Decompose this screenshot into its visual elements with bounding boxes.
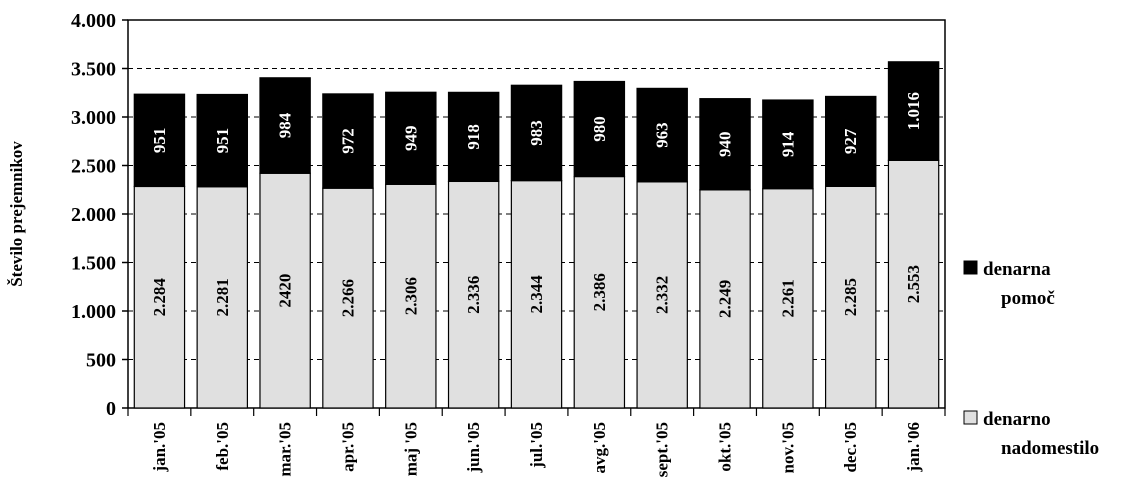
y-tick-label: 2.500: [71, 156, 116, 178]
data-label: 980: [590, 116, 609, 142]
data-label: 2.344: [527, 275, 546, 314]
data-label: 1.016: [904, 92, 923, 130]
bar-segment-denarno-nadomestilo: [762, 188, 814, 409]
x-tick-label: jan.'06: [904, 422, 923, 473]
bar-segment-denarna-pomoc: [385, 91, 437, 185]
x-tick-label: jun.'05: [464, 422, 483, 474]
bar-segment-denarno-nadomestilo: [510, 180, 563, 409]
bar-segment-denarno-nadomestilo: [824, 185, 877, 409]
bar-segment-denarno-nadomestilo: [322, 187, 374, 409]
legend-swatch: [963, 260, 978, 275]
bar-segment-denarna-pomoc: [636, 87, 688, 183]
bar-segment-denarna-pomoc: [133, 93, 186, 188]
data-label: 927: [841, 128, 860, 154]
data-label: 951: [150, 128, 169, 154]
x-tick-label: sept.'05: [653, 422, 672, 477]
y-tick-label: 500: [86, 350, 116, 372]
data-label: 963: [653, 122, 672, 148]
data-label: 940: [716, 132, 735, 158]
bar-segment-denarna-pomoc: [447, 91, 500, 183]
axes: 0 500 1.000 1.500 2.000 2.500 3.000 3.500 4.000 j…: [71, 10, 946, 477]
bar-segment-denarna-pomoc: [824, 95, 877, 187]
data-label: 918: [464, 124, 483, 150]
bar-segment-denarno-nadomestilo: [447, 180, 500, 409]
data-label: 2.284: [150, 278, 169, 317]
bar-segment-denarno-nadomestilo: [259, 172, 311, 409]
data-label: 2.285: [841, 278, 860, 316]
x-tick-label: okt.'05: [716, 422, 735, 472]
bar-segment-denarno-nadomestilo: [636, 181, 688, 409]
x-tick-label: jan.'05: [150, 422, 169, 473]
data-label: 972: [338, 128, 357, 154]
data-label: 2.553: [904, 265, 923, 303]
data-label: 2.266: [338, 279, 357, 317]
legend: denarna pomoč denarno nadomestilo: [963, 259, 1099, 459]
data-label: 984: [276, 112, 295, 138]
bar-segment-denarna-pomoc: [573, 80, 626, 178]
x-tick-label: apr.'05: [338, 422, 357, 472]
y-tick-label: 3.500: [71, 59, 116, 81]
x-tick-label: mar.'05: [276, 422, 295, 477]
bar-segment-denarno-nadomestilo: [573, 175, 626, 409]
bar-segment-denarna-pomoc: [322, 93, 374, 189]
bar-segment-denarna-pomoc: [259, 77, 311, 174]
bar-segment-denarna-pomoc: [196, 93, 249, 188]
bar-segment-denarna-pomoc: [887, 61, 940, 161]
y-axis-label: Število prejemnikov: [7, 141, 26, 287]
bar-segment-denarna-pomoc: [699, 98, 751, 191]
bar-segment-denarna-pomoc: [762, 99, 814, 190]
x-tick-label: avg.'05: [590, 422, 609, 473]
data-label: 2.332: [653, 276, 672, 314]
data-label: 2.261: [778, 279, 797, 317]
x-tick-label: maj '05: [401, 422, 420, 476]
y-tick-label: 2.000: [71, 204, 116, 226]
x-tick-label: nov.'05: [778, 422, 797, 474]
bar-segment-denarno-nadomestilo: [385, 183, 437, 409]
bar-segment-denarno-nadomestilo: [887, 159, 940, 409]
data-label: 2.386: [590, 273, 609, 311]
legend-label: denarno: [983, 409, 1051, 430]
legend-label: pomoč: [1001, 288, 1055, 309]
legend-label: denarna: [983, 259, 1051, 280]
y-tick-label: 4.000: [71, 10, 116, 32]
bar-segment-denarno-nadomestilo: [196, 186, 249, 409]
x-tick-label: dec.'05: [841, 422, 860, 473]
y-tick-label: 3.000: [71, 107, 116, 129]
data-label: 2.249: [716, 280, 735, 318]
data-label: 2.281: [213, 278, 232, 316]
data-label: 914: [778, 131, 797, 157]
y-tick-label: 0: [106, 398, 116, 420]
data-label: 951: [213, 128, 232, 154]
data-label: 2.306: [401, 277, 420, 315]
bar-segment-denarno-nadomestilo: [699, 189, 751, 409]
data-label: 983: [527, 120, 546, 146]
legend-label: nadomestilo: [1001, 438, 1099, 459]
data-label: 2420: [276, 274, 295, 308]
data-label: 949: [401, 126, 420, 152]
bar-segment-denarno-nadomestilo: [133, 185, 186, 409]
bar-segment-denarna-pomoc: [510, 84, 563, 182]
y-tick-label: 1.000: [71, 301, 116, 323]
legend-swatch: [963, 410, 978, 425]
data-label: 2.336: [464, 276, 483, 314]
bars: 2.284 951 2.281 951 2420 984 2.266 972 2.306 949 2…: [133, 61, 940, 409]
x-tick-label: jul.'05: [527, 422, 546, 469]
y-tick-label: 1.500: [71, 253, 116, 275]
x-tick-label: feb.'05: [213, 422, 232, 471]
